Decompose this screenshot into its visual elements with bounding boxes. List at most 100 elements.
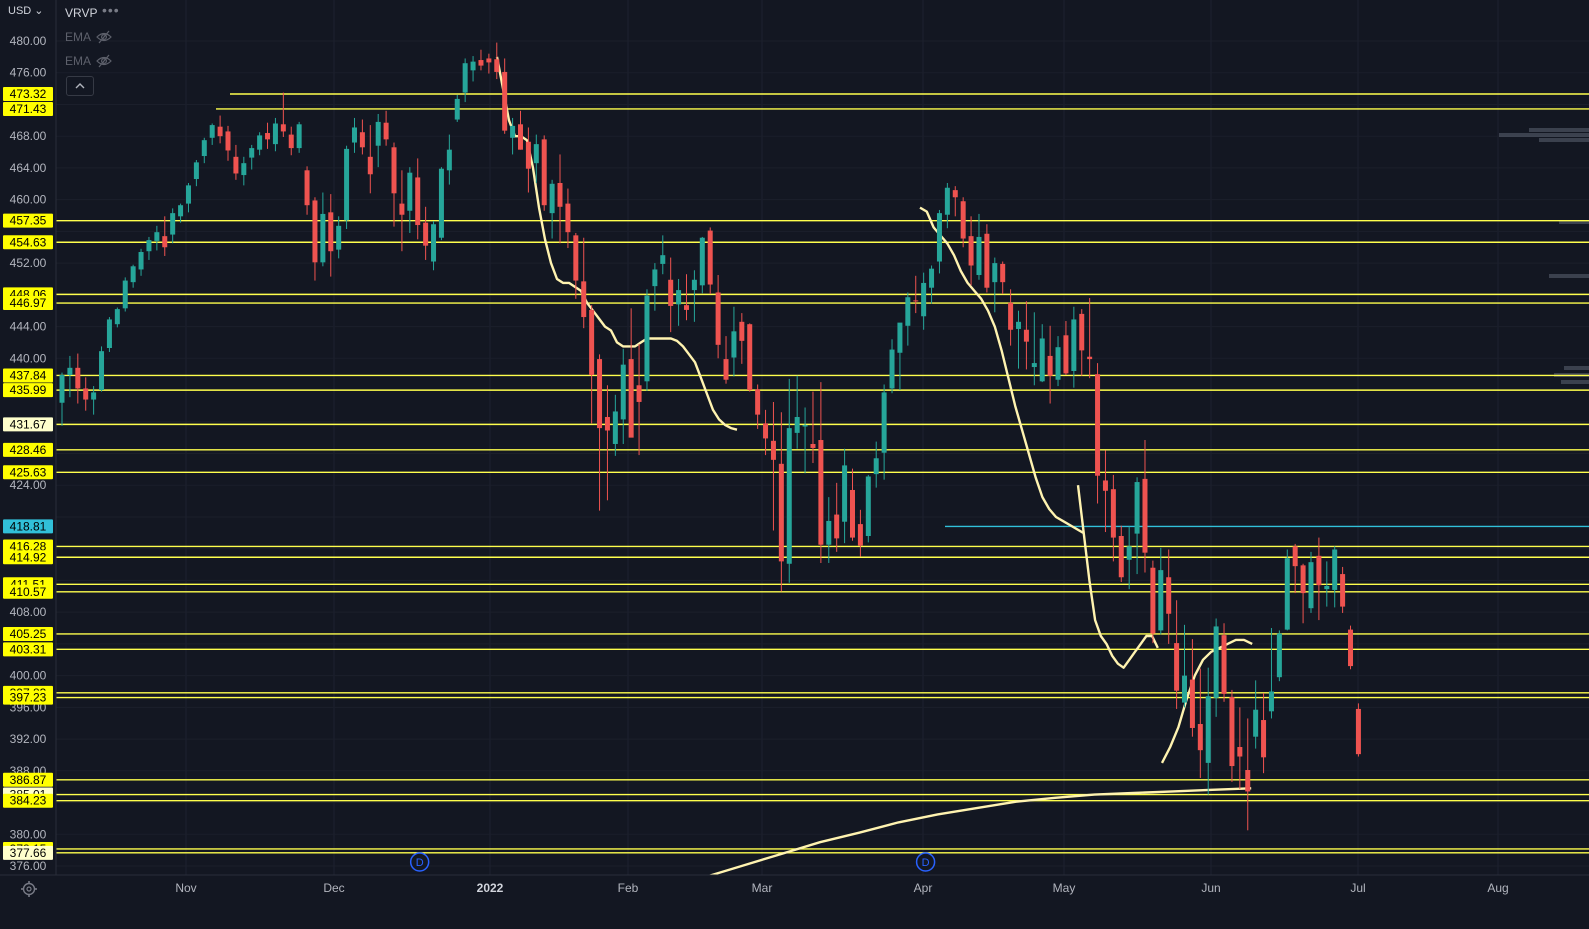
level-price-label[interactable]: 454.63 bbox=[3, 235, 53, 250]
candle[interactable] bbox=[383, 110, 389, 146]
candle[interactable] bbox=[415, 158, 421, 240]
candle[interactable] bbox=[1205, 667, 1211, 795]
candle[interactable] bbox=[597, 354, 603, 511]
candle[interactable] bbox=[1071, 306, 1077, 388]
candle[interactable] bbox=[83, 377, 89, 411]
candle[interactable] bbox=[1229, 689, 1235, 782]
candle[interactable] bbox=[344, 145, 350, 230]
level-price-label[interactable]: 410.57 bbox=[3, 584, 53, 599]
candle[interactable] bbox=[652, 263, 658, 311]
candle[interactable] bbox=[604, 385, 610, 501]
candle[interactable] bbox=[1284, 549, 1290, 631]
candle[interactable] bbox=[438, 167, 444, 241]
candle[interactable] bbox=[1292, 543, 1298, 594]
candle[interactable] bbox=[1087, 298, 1093, 379]
candle[interactable] bbox=[628, 308, 634, 438]
candle[interactable] bbox=[1031, 312, 1037, 386]
candle[interactable] bbox=[91, 386, 97, 415]
candle[interactable] bbox=[423, 206, 429, 260]
candle[interactable] bbox=[1355, 703, 1361, 757]
candle[interactable] bbox=[106, 317, 112, 352]
eye-crossed-icon[interactable] bbox=[96, 54, 112, 68]
level-price-label[interactable]: 435.99 bbox=[3, 383, 53, 398]
candle[interactable] bbox=[660, 235, 666, 275]
candle[interactable] bbox=[1126, 526, 1132, 590]
candle[interactable] bbox=[272, 117, 278, 152]
candle[interactable] bbox=[873, 441, 879, 488]
candle[interactable] bbox=[99, 346, 105, 392]
candle[interactable] bbox=[328, 194, 334, 277]
candle[interactable] bbox=[802, 407, 808, 474]
candle[interactable] bbox=[1016, 310, 1022, 369]
candle[interactable] bbox=[1063, 321, 1069, 375]
candle[interactable] bbox=[857, 509, 863, 557]
candle[interactable] bbox=[691, 270, 697, 322]
level-price-label[interactable]: 416.28 bbox=[3, 539, 53, 554]
level-price-label[interactable]: 414.92 bbox=[3, 550, 53, 565]
candle[interactable] bbox=[478, 49, 484, 71]
candle[interactable] bbox=[984, 224, 990, 293]
candle[interactable] bbox=[454, 94, 460, 122]
candle[interactable] bbox=[130, 264, 136, 288]
candle[interactable] bbox=[565, 188, 571, 249]
candle[interactable] bbox=[399, 170, 405, 252]
level-price-label[interactable]: 397.23 bbox=[3, 690, 53, 705]
candle[interactable] bbox=[1039, 324, 1045, 383]
indicator-name[interactable]: VRVP bbox=[65, 6, 98, 20]
candle[interactable] bbox=[257, 132, 263, 156]
candle[interactable] bbox=[1079, 309, 1085, 376]
candle[interactable] bbox=[683, 274, 689, 321]
level-price-label[interactable]: 403.31 bbox=[3, 642, 53, 657]
candle[interactable] bbox=[446, 134, 452, 185]
candle[interactable] bbox=[502, 58, 508, 134]
candle[interactable] bbox=[620, 348, 626, 444]
candle[interactable] bbox=[763, 409, 769, 456]
candle[interactable] bbox=[826, 497, 832, 563]
candle[interactable] bbox=[249, 144, 255, 170]
candle[interactable] bbox=[723, 336, 729, 384]
gear-icon[interactable] bbox=[20, 880, 38, 898]
level-price-label[interactable]: 457.35 bbox=[3, 213, 53, 228]
candle[interactable] bbox=[834, 482, 840, 552]
candle[interactable] bbox=[755, 384, 761, 429]
candle[interactable] bbox=[1221, 623, 1227, 702]
currency-selector[interactable]: USD ⌄ bbox=[8, 5, 44, 17]
candle[interactable] bbox=[1158, 547, 1164, 635]
candle[interactable] bbox=[525, 127, 531, 193]
candle[interactable] bbox=[265, 122, 271, 149]
candle[interactable] bbox=[881, 384, 887, 480]
candle[interactable] bbox=[818, 382, 824, 563]
candle[interactable] bbox=[114, 307, 120, 328]
candle[interactable] bbox=[391, 142, 397, 227]
candle[interactable] bbox=[1174, 600, 1180, 709]
candle[interactable] bbox=[59, 372, 65, 426]
candle[interactable] bbox=[1316, 537, 1322, 621]
candle[interactable] bbox=[1118, 525, 1124, 583]
candle[interactable] bbox=[1300, 563, 1306, 624]
candle[interactable] bbox=[589, 305, 595, 424]
collapse-legend-button[interactable] bbox=[66, 76, 94, 96]
candle[interactable] bbox=[1308, 551, 1314, 613]
candle[interactable] bbox=[731, 306, 737, 377]
dividend-marker-icon[interactable]: D bbox=[409, 852, 430, 872]
candle[interactable] bbox=[1047, 325, 1053, 404]
candle[interactable] bbox=[1340, 566, 1346, 613]
candle[interactable] bbox=[1268, 628, 1274, 719]
level-price-label[interactable]: 386.87 bbox=[3, 772, 53, 787]
candle[interactable] bbox=[913, 275, 919, 314]
candle[interactable] bbox=[288, 126, 294, 156]
candle[interactable] bbox=[1134, 477, 1140, 575]
candle[interactable] bbox=[336, 216, 342, 259]
candle[interactable] bbox=[644, 289, 650, 391]
candle[interactable] bbox=[486, 53, 492, 74]
candle[interactable] bbox=[976, 213, 982, 280]
candle[interactable] bbox=[936, 209, 942, 274]
candle[interactable] bbox=[636, 344, 642, 456]
candle[interactable] bbox=[1008, 289, 1014, 346]
candle[interactable] bbox=[1055, 336, 1061, 387]
ema-label-1[interactable]: EMA bbox=[65, 30, 92, 44]
candle[interactable] bbox=[676, 278, 682, 326]
level-price-label[interactable]: 428.46 bbox=[3, 442, 53, 457]
candle[interactable] bbox=[992, 257, 998, 313]
